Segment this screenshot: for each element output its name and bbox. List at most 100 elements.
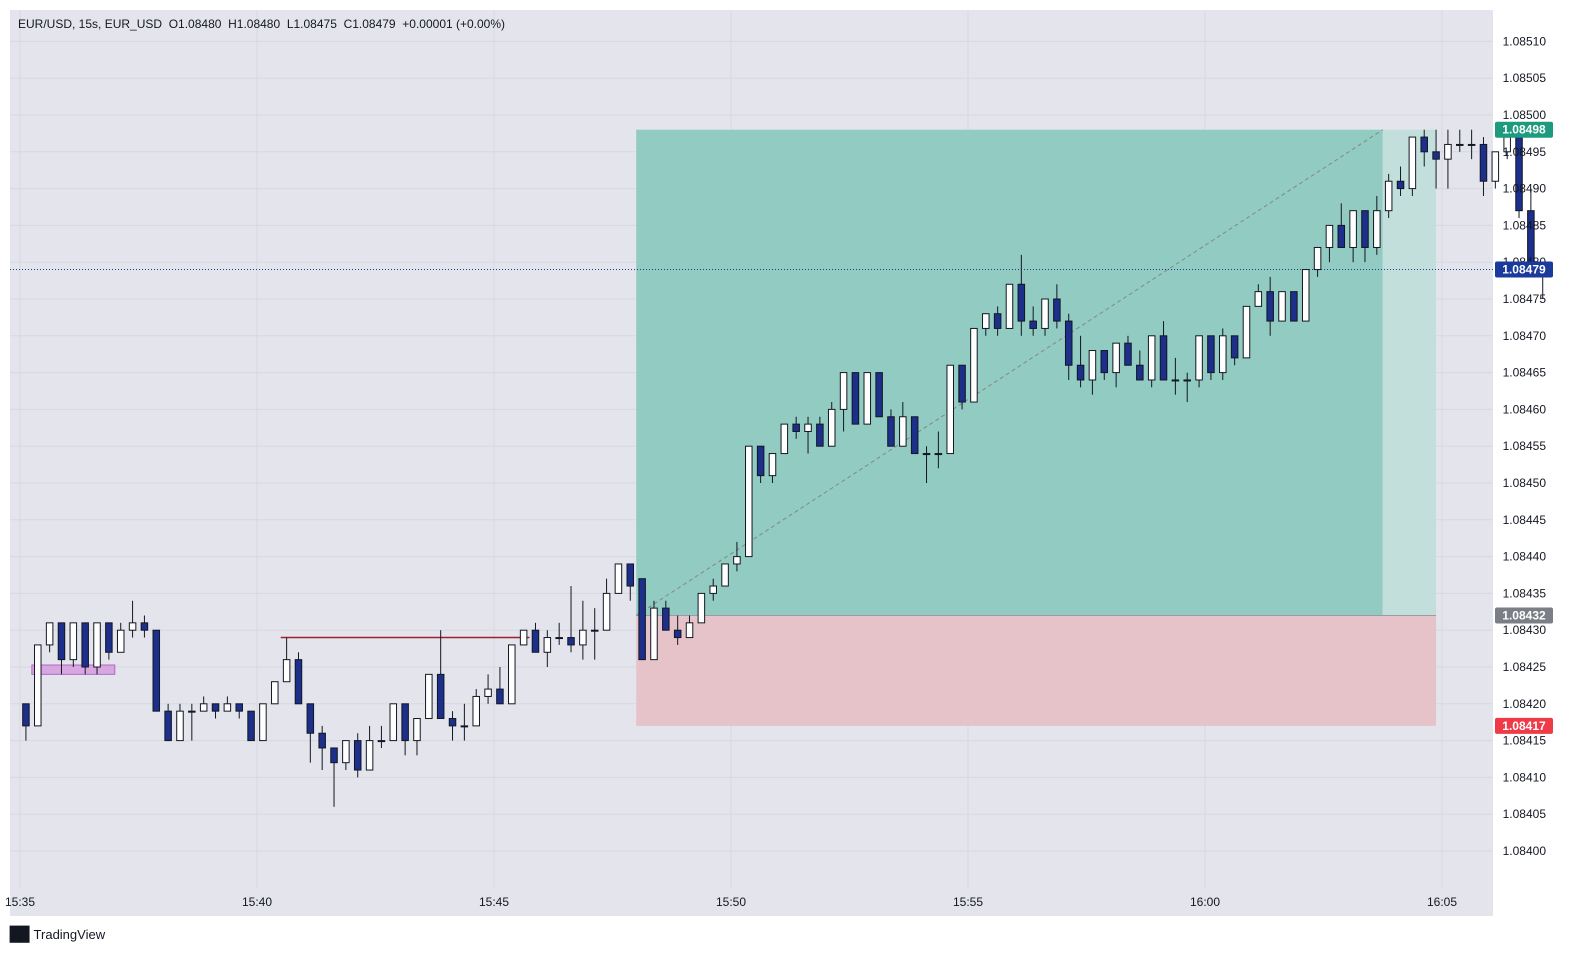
candle <box>1349 210 1357 263</box>
candle <box>306 703 315 763</box>
candle <box>1396 166 1405 196</box>
candle <box>1088 350 1097 395</box>
price-tick-label: 1.08420 <box>1503 697 1547 711</box>
candle-body-up <box>1373 210 1381 248</box>
candle <box>579 600 587 660</box>
candle <box>1444 129 1452 189</box>
candle-body-up <box>1005 283 1014 329</box>
stop-price-tag-bg <box>1495 717 1553 734</box>
candle <box>792 416 800 439</box>
candle-body-up <box>685 622 694 639</box>
position-overlay[interactable] <box>10 129 1493 726</box>
time-tick-label: 16:05 <box>1427 895 1457 909</box>
legend-open: O1.08480 <box>168 17 222 31</box>
candle <box>780 423 789 455</box>
time-tick-label: 16:00 <box>1190 895 1220 909</box>
candle-body-down <box>638 578 646 661</box>
candle-body-down <box>1136 364 1144 381</box>
legend-change: +0.00001 (+0.00%) <box>402 17 506 31</box>
candle <box>1456 129 1464 152</box>
candle <box>555 622 563 645</box>
candle <box>1064 313 1073 380</box>
price-tick-label: 1.08475 <box>1503 292 1547 306</box>
candle <box>1432 129 1440 189</box>
candle-body-down <box>1076 364 1085 381</box>
candle <box>1124 335 1132 366</box>
candle <box>1183 372 1191 403</box>
candle <box>211 703 220 719</box>
candle-body-down <box>57 622 66 661</box>
loss-zone <box>636 615 1437 726</box>
candle-body-down <box>1053 298 1061 322</box>
price-tick-label: 1.08410 <box>1503 770 1547 784</box>
entry-price-tag: 1.08432 <box>1502 608 1546 622</box>
price-tick-label: 1.08470 <box>1503 329 1547 343</box>
candle-body-down <box>626 563 635 587</box>
candle-body-up <box>863 372 872 425</box>
candle <box>1337 203 1346 248</box>
candle-body-up <box>377 740 386 743</box>
candle-body-up <box>1301 269 1310 322</box>
candle <box>1041 298 1049 336</box>
candle-body-up <box>484 688 492 697</box>
candle <box>543 630 552 667</box>
time-axis[interactable]: 15:3515:4015:4515:5015:5516:0016:0516:10… <box>5 895 1594 909</box>
candle-body-down <box>1064 320 1073 366</box>
candle-body-down <box>851 372 860 425</box>
candle-body-up <box>342 740 350 764</box>
candle <box>1254 284 1263 307</box>
time-tick-label: 15:55 <box>953 895 983 909</box>
candle <box>1219 328 1227 380</box>
target-price-tag-bg <box>1495 121 1553 138</box>
candle <box>934 431 943 469</box>
price-tick-label: 1.08490 <box>1503 182 1547 196</box>
price-tick-label: 1.08405 <box>1503 807 1547 821</box>
candle <box>1408 136 1417 196</box>
candle-body-down <box>1159 335 1168 381</box>
candle <box>1278 291 1286 322</box>
candle-body-up <box>555 637 563 640</box>
price-tick-label: 1.08510 <box>1503 34 1547 48</box>
time-tick-label: 15:40 <box>242 895 272 909</box>
tradingview-logo[interactable]: ▉▉ TradingView <box>10 926 105 943</box>
candle-body-down <box>816 423 824 447</box>
candle-body-up <box>472 695 480 727</box>
candle <box>81 622 89 675</box>
candle-body-up <box>45 622 54 646</box>
candle-body-down <box>1337 224 1346 248</box>
candle <box>330 747 338 807</box>
candle <box>519 629 528 646</box>
candle-body-down <box>247 710 255 742</box>
time-tick-label: 15:45 <box>479 895 509 909</box>
candle <box>922 446 931 483</box>
candle-body-up <box>697 592 706 624</box>
candle-body-up <box>199 703 208 712</box>
candle-body-down <box>1017 283 1026 322</box>
candle <box>188 703 196 741</box>
legend-symbol[interactable]: EUR/USD, 15s, EUR_USD <box>18 17 163 31</box>
candle-body-down <box>887 416 895 447</box>
candle-body-up <box>460 725 469 728</box>
trade-path-dashed-line <box>635 129 1384 616</box>
candle-body-down <box>875 372 883 418</box>
candle-body-up <box>519 629 528 646</box>
price-axis[interactable]: 1.08510 1.08505 1.08500 1.08495 1.08490 1.084… <box>1503 34 1547 858</box>
candle <box>768 453 777 483</box>
candle-body-up <box>1456 143 1464 146</box>
candle <box>1171 357 1180 395</box>
candle <box>958 364 966 410</box>
candle-body-up <box>508 644 516 705</box>
candle-body-down <box>496 688 504 705</box>
candle <box>531 622 540 653</box>
candle <box>472 689 480 727</box>
candle <box>863 372 872 425</box>
candle-body-down <box>401 703 409 742</box>
candle <box>45 622 54 653</box>
candle-body-down <box>1230 335 1239 359</box>
candle-body-down <box>330 747 338 764</box>
candle <box>1479 137 1488 196</box>
candle-body-down <box>1396 180 1405 190</box>
candle <box>662 600 670 631</box>
candle-body-down <box>235 703 243 712</box>
